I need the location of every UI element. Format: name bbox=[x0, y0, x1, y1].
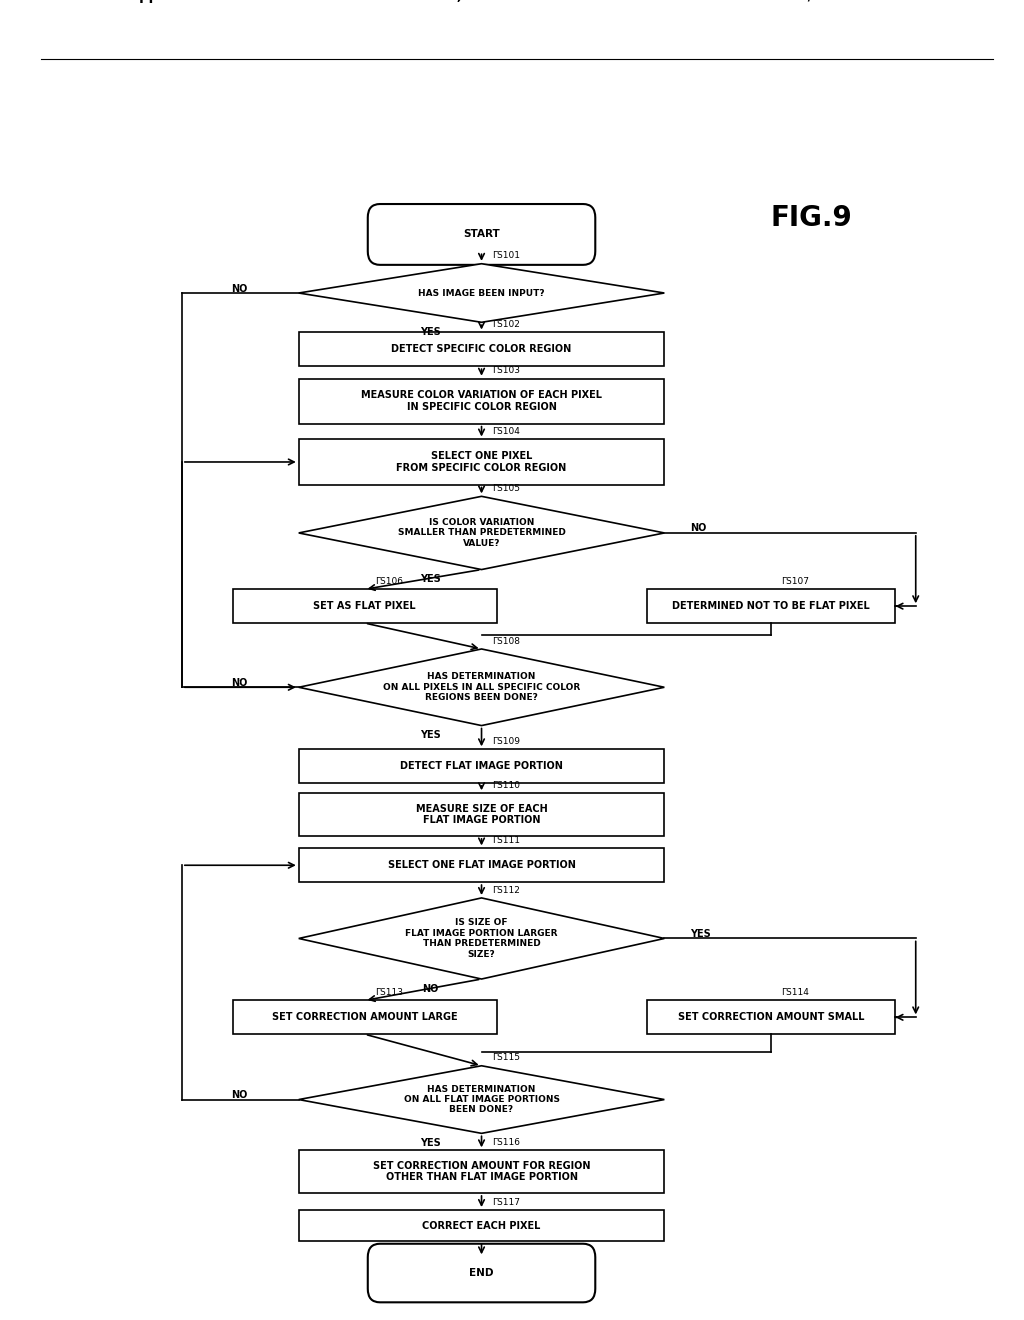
Text: ΓS115: ΓS115 bbox=[492, 1053, 520, 1063]
Text: DETERMINED NOT TO BE FLAT PIXEL: DETERMINED NOT TO BE FLAT PIXEL bbox=[672, 601, 869, 611]
Text: ΓS113: ΓS113 bbox=[375, 989, 402, 997]
Text: ΓS112: ΓS112 bbox=[492, 886, 519, 895]
Text: ΓS106: ΓS106 bbox=[375, 577, 402, 586]
Text: SET AS FLAT PIXEL: SET AS FLAT PIXEL bbox=[313, 601, 416, 611]
Text: DETECT SPECIFIC COLOR REGION: DETECT SPECIFIC COLOR REGION bbox=[391, 345, 571, 354]
Text: ΓS103: ΓS103 bbox=[492, 366, 520, 375]
FancyBboxPatch shape bbox=[368, 205, 595, 265]
Text: NO: NO bbox=[231, 284, 248, 293]
Text: ΓS114: ΓS114 bbox=[781, 989, 809, 997]
Text: SELECT ONE FLAT IMAGE PORTION: SELECT ONE FLAT IMAGE PORTION bbox=[388, 861, 575, 870]
Text: ΓS105: ΓS105 bbox=[492, 484, 520, 492]
Text: ΓS116: ΓS116 bbox=[492, 1138, 520, 1147]
Text: HAS IMAGE BEEN INPUT?: HAS IMAGE BEEN INPUT? bbox=[418, 289, 545, 297]
Text: SET CORRECTION AMOUNT FOR REGION
OTHER THAN FLAT IMAGE PORTION: SET CORRECTION AMOUNT FOR REGION OTHER T… bbox=[373, 1160, 590, 1183]
Polygon shape bbox=[299, 898, 665, 979]
FancyBboxPatch shape bbox=[232, 1001, 497, 1034]
Text: ΓS102: ΓS102 bbox=[492, 319, 519, 329]
Text: YES: YES bbox=[421, 574, 441, 583]
Text: ΓS110: ΓS110 bbox=[492, 780, 520, 789]
Text: YES: YES bbox=[421, 1138, 441, 1148]
Text: NO: NO bbox=[231, 1090, 248, 1100]
Text: Nov. 5, 2009: Nov. 5, 2009 bbox=[411, 0, 504, 3]
Text: NO: NO bbox=[690, 524, 707, 533]
FancyBboxPatch shape bbox=[299, 793, 665, 836]
Text: START: START bbox=[463, 230, 500, 239]
Text: FIG.9: FIG.9 bbox=[771, 203, 853, 231]
Text: ΓS111: ΓS111 bbox=[492, 836, 520, 845]
Text: SET CORRECTION AMOUNT SMALL: SET CORRECTION AMOUNT SMALL bbox=[678, 1012, 864, 1022]
Text: YES: YES bbox=[690, 929, 711, 939]
FancyBboxPatch shape bbox=[646, 1001, 895, 1034]
Text: YES: YES bbox=[421, 730, 441, 741]
Text: ΓS108: ΓS108 bbox=[492, 636, 520, 645]
Text: SELECT ONE PIXEL
FROM SPECIFIC COLOR REGION: SELECT ONE PIXEL FROM SPECIFIC COLOR REG… bbox=[396, 451, 566, 473]
Text: DETECT FLAT IMAGE PORTION: DETECT FLAT IMAGE PORTION bbox=[400, 762, 563, 771]
Text: ΓS109: ΓS109 bbox=[492, 737, 520, 746]
Text: US 2009/0274368 A1: US 2009/0274368 A1 bbox=[745, 0, 901, 3]
Text: YES: YES bbox=[421, 327, 441, 337]
Text: Sheet 9 of 13: Sheet 9 of 13 bbox=[573, 0, 673, 3]
Polygon shape bbox=[299, 649, 665, 726]
Text: NO: NO bbox=[231, 677, 248, 688]
Text: END: END bbox=[469, 1269, 494, 1278]
FancyBboxPatch shape bbox=[232, 589, 497, 623]
Text: MEASURE COLOR VARIATION OF EACH PIXEL
IN SPECIFIC COLOR REGION: MEASURE COLOR VARIATION OF EACH PIXEL IN… bbox=[361, 391, 602, 412]
FancyBboxPatch shape bbox=[646, 589, 895, 623]
Text: HAS DETERMINATION
ON ALL PIXELS IN ALL SPECIFIC COLOR
REGIONS BEEN DONE?: HAS DETERMINATION ON ALL PIXELS IN ALL S… bbox=[383, 672, 581, 702]
Polygon shape bbox=[299, 496, 665, 569]
Text: ΓS107: ΓS107 bbox=[781, 577, 809, 586]
FancyBboxPatch shape bbox=[299, 849, 665, 882]
FancyBboxPatch shape bbox=[368, 1243, 595, 1303]
Text: IS SIZE OF
FLAT IMAGE PORTION LARGER
THAN PREDETERMINED
SIZE?: IS SIZE OF FLAT IMAGE PORTION LARGER THA… bbox=[406, 919, 558, 958]
Text: CORRECT EACH PIXEL: CORRECT EACH PIXEL bbox=[422, 1221, 541, 1230]
Polygon shape bbox=[299, 1065, 665, 1134]
Text: HAS DETERMINATION
ON ALL FLAT IMAGE PORTIONS
BEEN DONE?: HAS DETERMINATION ON ALL FLAT IMAGE PORT… bbox=[403, 1085, 559, 1114]
Text: IS COLOR VARIATION
SMALLER THAN PREDETERMINED
VALUE?: IS COLOR VARIATION SMALLER THAN PREDETER… bbox=[397, 517, 565, 548]
Text: MEASURE SIZE OF EACH
FLAT IMAGE PORTION: MEASURE SIZE OF EACH FLAT IMAGE PORTION bbox=[416, 804, 548, 825]
FancyBboxPatch shape bbox=[299, 1210, 665, 1242]
Text: SET CORRECTION AMOUNT LARGE: SET CORRECTION AMOUNT LARGE bbox=[272, 1012, 458, 1022]
FancyBboxPatch shape bbox=[299, 1150, 665, 1193]
FancyBboxPatch shape bbox=[299, 379, 665, 424]
FancyBboxPatch shape bbox=[299, 333, 665, 366]
Text: ΓS117: ΓS117 bbox=[492, 1197, 520, 1206]
Polygon shape bbox=[299, 264, 665, 322]
FancyBboxPatch shape bbox=[299, 750, 665, 783]
Text: ΓS101: ΓS101 bbox=[492, 251, 520, 260]
FancyBboxPatch shape bbox=[299, 440, 665, 484]
Text: ΓS104: ΓS104 bbox=[492, 428, 519, 436]
Text: NO: NO bbox=[423, 983, 439, 994]
Text: Patent Application Publication: Patent Application Publication bbox=[75, 0, 303, 3]
